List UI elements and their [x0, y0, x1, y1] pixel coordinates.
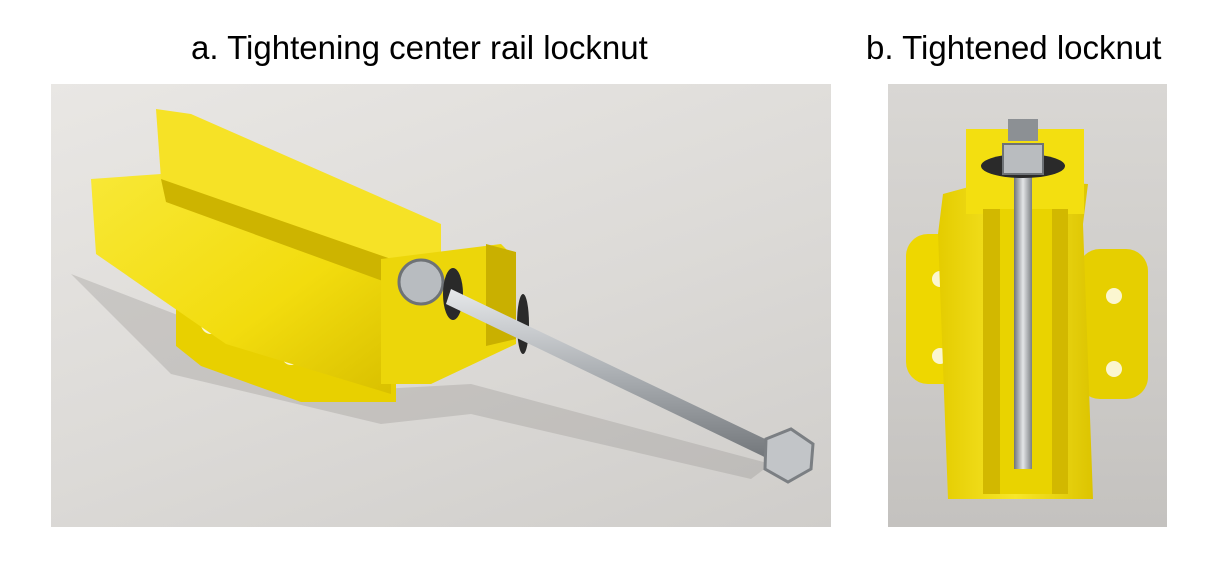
shadow: [71, 274, 771, 479]
rail-block-top-wall: [156, 109, 441, 274]
lock-nut: [1002, 143, 1044, 175]
photo-a-illustration: [71, 109, 815, 484]
caption-b: b. Tightened locknut: [866, 29, 1162, 66]
rail-channel: [161, 179, 391, 284]
bolt-end: [1008, 119, 1038, 141]
mount-hole: [1106, 288, 1122, 304]
photo-tightening-locknut: [51, 84, 831, 527]
mount-hole: [1106, 361, 1122, 377]
right-flange: [1078, 249, 1148, 399]
photo-b-illustration: [906, 119, 1148, 499]
bolt-shaft: [446, 289, 786, 464]
bolt-head: [763, 427, 815, 484]
lock-nut: [397, 258, 445, 306]
caption-a: a. Tightening center rail locknut: [191, 29, 648, 66]
photo-tightened-locknut: [888, 84, 1167, 527]
bolt-shaft: [1014, 164, 1032, 469]
